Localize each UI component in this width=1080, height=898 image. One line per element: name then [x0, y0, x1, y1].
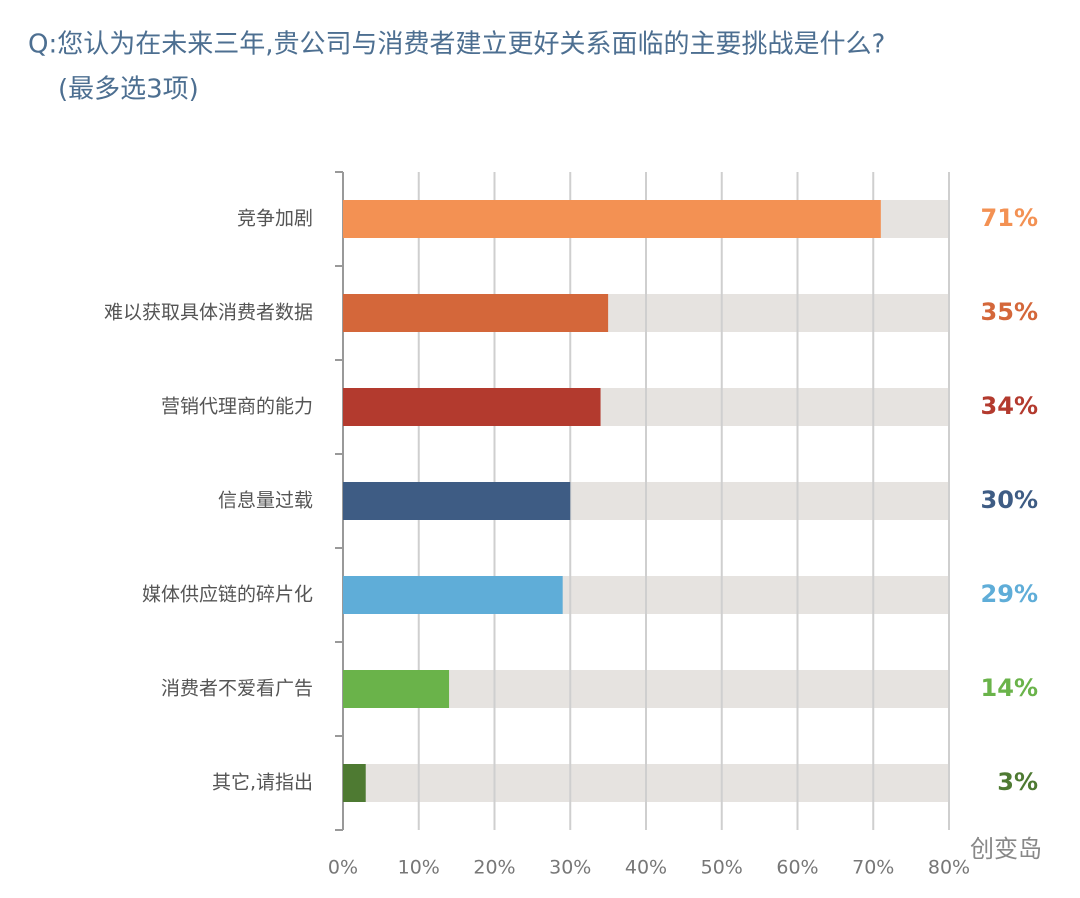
- bar: [343, 576, 563, 614]
- category-label: 营销代理商的能力: [161, 396, 313, 418]
- x-tick-label: 50%: [701, 857, 743, 879]
- bar: [343, 764, 366, 802]
- value-label: 3%: [997, 768, 1038, 796]
- category-label: 难以获取具体消费者数据: [104, 302, 313, 324]
- x-tick-label: 80%: [928, 857, 970, 879]
- category-label: 其它,请指出: [212, 772, 313, 794]
- value-label: 35%: [981, 298, 1038, 326]
- category-label: 竞争加剧: [237, 208, 313, 230]
- x-tick-label: 30%: [549, 857, 591, 879]
- watermark: 创变岛: [970, 835, 1042, 863]
- category-label: 消费者不爱看广告: [161, 678, 313, 700]
- chart-title: Q:您认为在未来三年,贵公司与消费者建立更好关系面临的主要挑战是什么?: [28, 30, 885, 60]
- x-tick-label: 0%: [328, 857, 358, 879]
- category-label: 信息量过载: [218, 490, 313, 512]
- category-label: 媒体供应链的碎片化: [142, 584, 313, 606]
- bar: [343, 294, 609, 332]
- x-tick-label: 40%: [625, 857, 667, 879]
- chart-subtitle: (最多选3项): [58, 75, 199, 105]
- value-label: 34%: [981, 392, 1038, 420]
- value-label: 30%: [981, 486, 1038, 514]
- value-label: 14%: [981, 674, 1038, 702]
- x-tick-label: 60%: [776, 857, 818, 879]
- bar: [343, 200, 881, 238]
- value-label: 71%: [981, 204, 1038, 232]
- bar: [343, 388, 601, 426]
- x-tick-label: 70%: [852, 857, 894, 879]
- bar: [343, 482, 571, 520]
- x-tick-label: 10%: [398, 857, 440, 879]
- bar: [343, 670, 450, 708]
- value-label: 29%: [981, 580, 1038, 608]
- x-tick-label: 20%: [473, 857, 515, 879]
